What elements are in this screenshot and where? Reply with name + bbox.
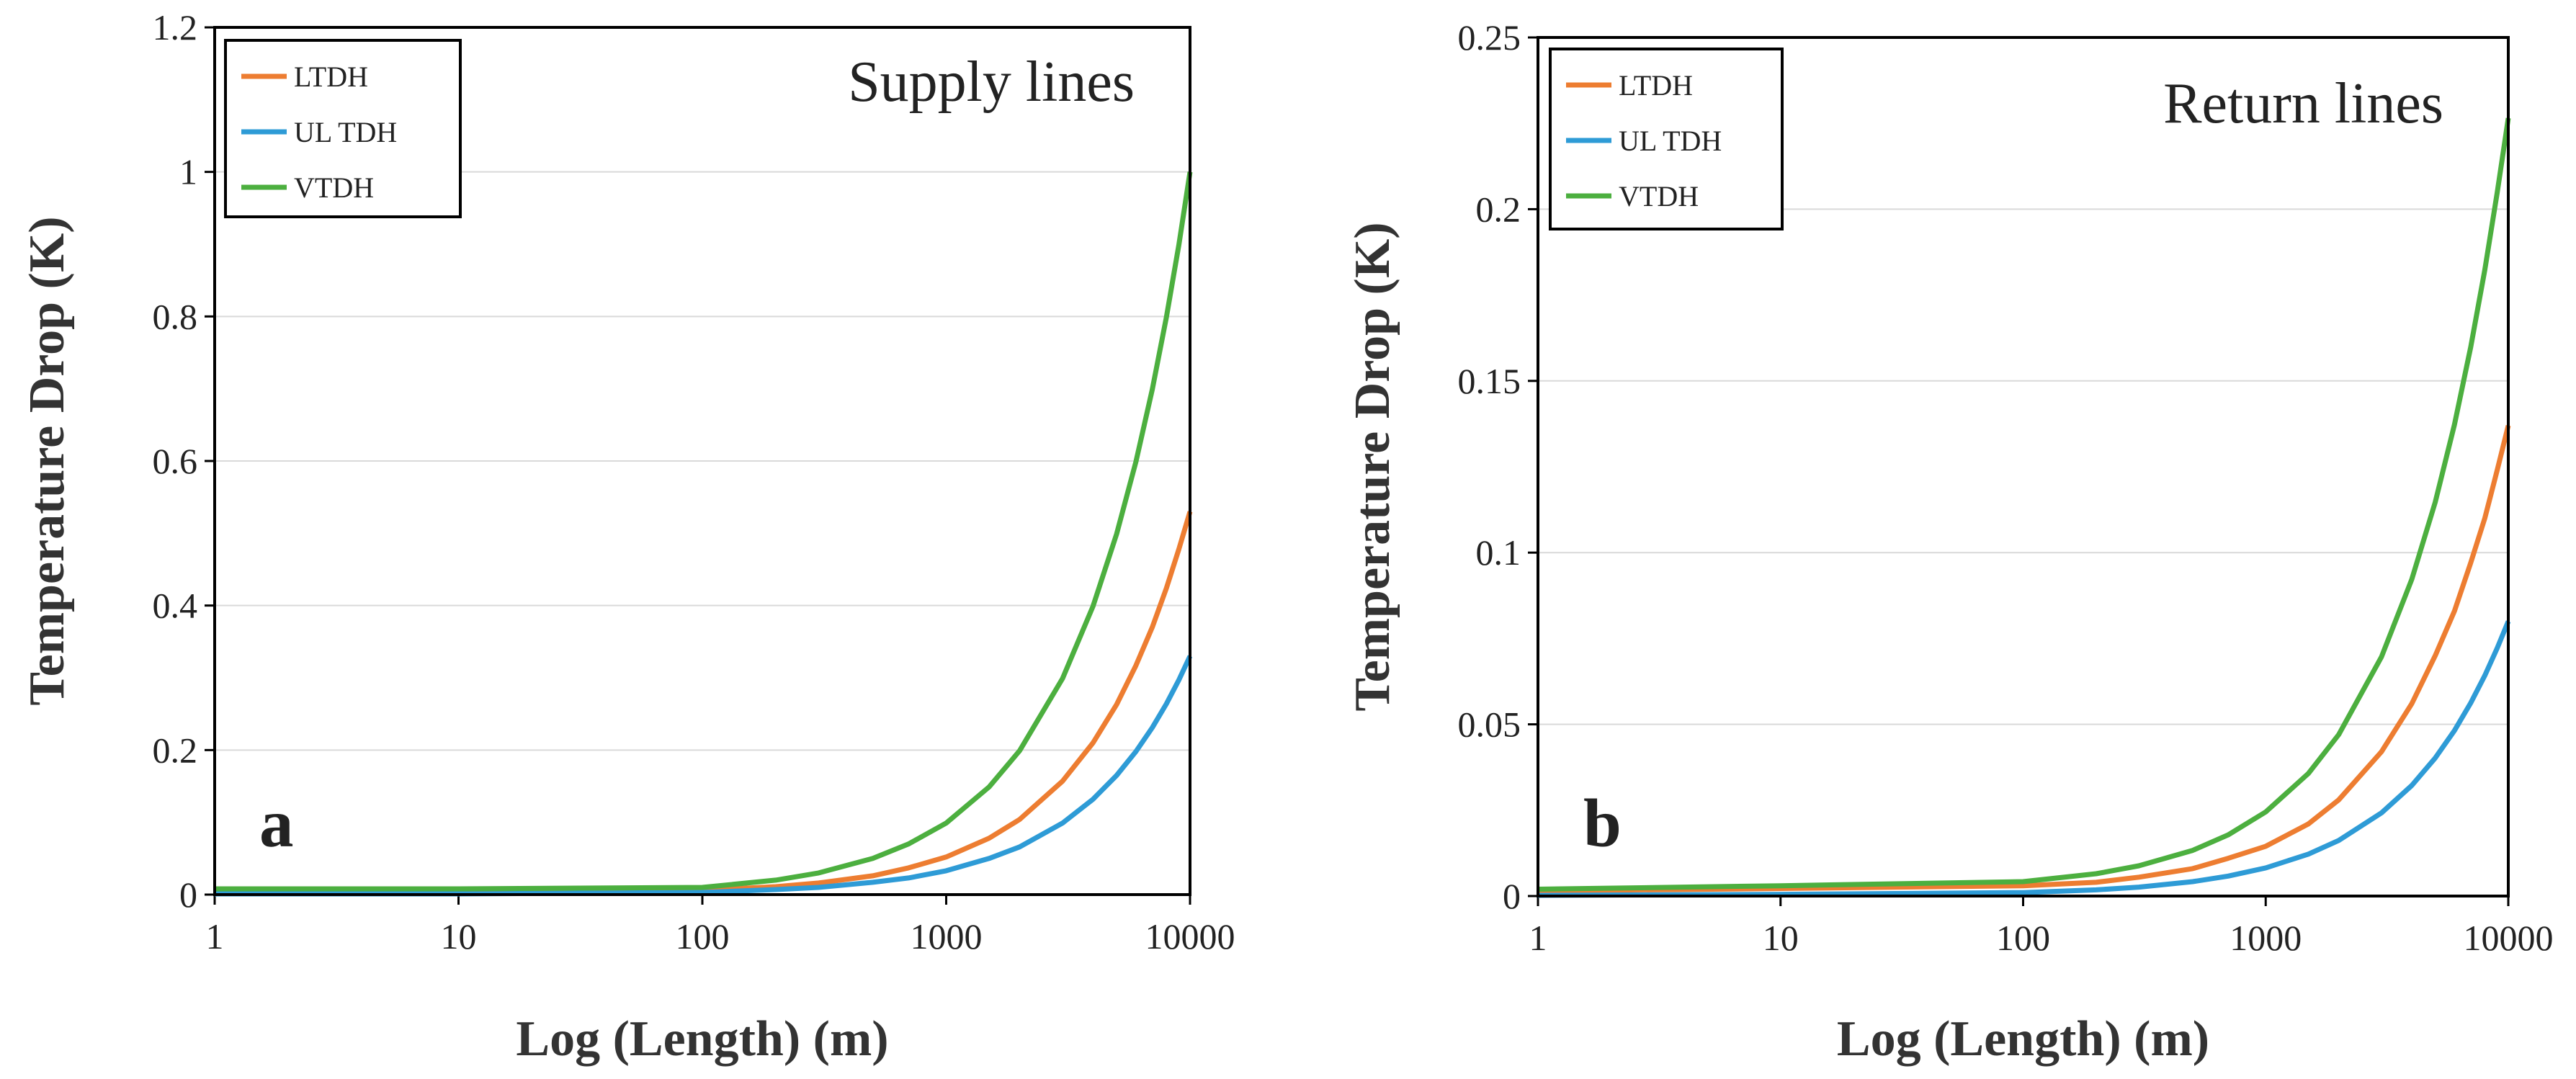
x-tick-label: 100: [676, 916, 730, 957]
panel-b-return-lines: 0 0.05 0.1 0.15 0.2 0.25 1 10 100 1000 10000 LTDH UL…: [1345, 17, 2554, 1067]
legend-label: LTDH: [294, 61, 368, 93]
x-tick-label: 1000: [2230, 918, 2302, 958]
plot-frame: [213, 26, 1191, 896]
panel-letter: a: [259, 785, 294, 861]
x-tick-label: 10000: [2464, 918, 2554, 958]
panel-a-supply-lines: 0 0.2 0.4 0.6 0.8 1 1.2 1 10 100 1000 10000 LTDH UL T…: [19, 7, 1235, 1067]
y-tick-label: 0.8: [153, 296, 198, 336]
y-tick-label: 0: [179, 874, 197, 915]
series-line-ul-tdh: [1537, 620, 2511, 898]
series-line-vtdh: [215, 171, 1193, 892]
x-tick-label: 10: [441, 916, 477, 957]
y-axis-title: Temperature Drop (K): [1345, 222, 1400, 711]
x-tick-label: 10000: [1145, 916, 1235, 957]
y-tick-label: 0.2: [1476, 189, 1521, 229]
chart-title: Supply lines: [848, 50, 1135, 114]
x-tick-label: 1: [206, 916, 224, 957]
legend-label: VTDH: [1619, 180, 1699, 212]
x-tick-label: 1: [1529, 918, 1547, 958]
legend-label: VTDH: [294, 171, 374, 204]
y-tick-label: 0.15: [1458, 361, 1521, 401]
series-line-ul-tdh: [215, 655, 1193, 897]
y-tick-label: 0.6: [153, 441, 198, 481]
series-line-vtdh: [1537, 117, 2511, 892]
x-tick-label: 100: [1996, 918, 2050, 958]
y-axis-title: Temperature Drop (K): [19, 216, 75, 705]
chart-title: Return lines: [2163, 72, 2443, 135]
legend: LTDH UL TDH VTDH: [224, 39, 462, 218]
y-tick-label: 0.25: [1458, 17, 1521, 58]
legend: LTDH UL TDH VTDH: [1549, 48, 1784, 230]
panel-letter: b: [1583, 785, 1622, 861]
x-tick-label: 1000: [911, 916, 983, 957]
y-tick-label: 0.2: [153, 730, 198, 770]
x-tick-label: 10: [1763, 918, 1799, 958]
series-line-ltdh: [1537, 424, 2511, 894]
series-line-ltdh: [215, 511, 1193, 894]
legend-label: LTDH: [1619, 69, 1693, 102]
legend-label: UL TDH: [1619, 125, 1722, 157]
legend-label: UL TDH: [294, 116, 397, 148]
plot-frame: [1537, 36, 2510, 897]
y-tick-label: 1: [179, 152, 197, 192]
y-tick-label: 0.4: [153, 586, 198, 626]
x-axis-title: Log (Length) (m): [1837, 1011, 2209, 1067]
x-axis-title: Log (Length) (m): [516, 1011, 888, 1067]
y-tick-label: 0.05: [1458, 704, 1521, 745]
y-tick-label: 0.1: [1476, 532, 1521, 573]
y-tick-label: 0: [1503, 876, 1521, 916]
y-tick-label: 1.2: [153, 7, 198, 48]
